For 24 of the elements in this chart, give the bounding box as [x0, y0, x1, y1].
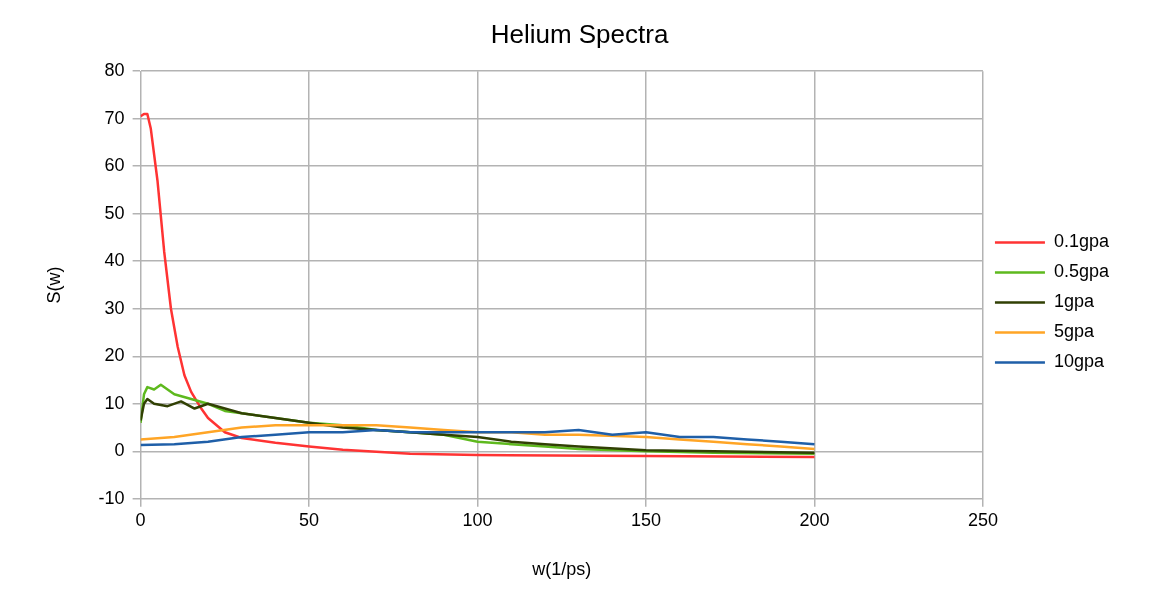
legend-label: 0.1gpa — [1053, 231, 1110, 252]
chart-title: Helium Spectra — [490, 18, 669, 49]
x-tick-label: 250 — [967, 509, 998, 530]
legend-label: 0.5gpa — [1053, 261, 1110, 282]
y-tick-label: 20 — [104, 345, 125, 366]
y-tick-label: 70 — [104, 107, 125, 128]
y-axis-title: S(w) — [43, 266, 64, 304]
y-tick-label: 30 — [104, 297, 125, 318]
legend-label: 5gpa — [1053, 321, 1095, 342]
y-tick-label: 50 — [104, 202, 125, 223]
y-tick-label: 10 — [104, 392, 125, 413]
y-tick-label: 80 — [104, 60, 125, 81]
x-tick-label: 200 — [799, 509, 830, 530]
x-axis-title: w(1/ps) — [531, 559, 592, 580]
legend-label: 1gpa — [1053, 291, 1095, 312]
y-tick-label: 0 — [114, 440, 125, 461]
x-tick-label: 0 — [135, 509, 146, 530]
x-tick-label: 150 — [630, 509, 662, 530]
y-tick-label: 60 — [104, 155, 125, 176]
x-tick-label: 50 — [299, 509, 320, 530]
x-tick-label: 100 — [462, 509, 493, 530]
y-tick-label: 40 — [104, 250, 125, 271]
y-tick-label: -10 — [98, 487, 125, 508]
legend-label: 10gpa — [1053, 351, 1105, 372]
